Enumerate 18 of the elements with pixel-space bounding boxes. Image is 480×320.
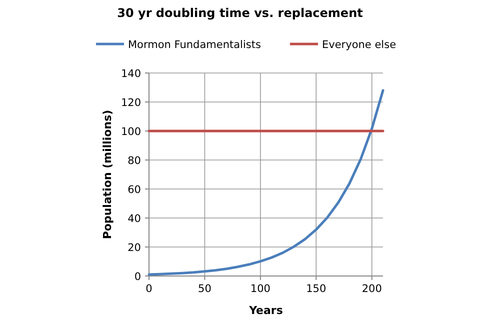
legend-label: Everyone else (322, 39, 396, 51)
y-tick-label: 120 (120, 97, 141, 109)
x-axis-title: Years (248, 304, 284, 317)
x-tick-label: 150 (306, 283, 326, 295)
x-tick-label: 100 (250, 283, 270, 295)
y-tick-label: 80 (128, 155, 141, 167)
y-tick-label: 60 (128, 184, 141, 196)
legend-label: Mormon Fundamentalists (128, 39, 261, 51)
x-tick-label: 50 (198, 283, 212, 295)
y-tick-label: 0 (134, 271, 141, 283)
y-tick-label: 140 (120, 68, 141, 80)
chart-title: 30 yr doubling time vs. replacement (117, 6, 364, 20)
y-tick-label: 100 (120, 126, 141, 138)
y-tick-label: 20 (128, 242, 141, 254)
x-tick-label: 200 (362, 283, 382, 295)
y-tick-label: 40 (128, 213, 141, 225)
x-tick-label: 0 (146, 283, 152, 295)
y-axis-title: Population (millions) (101, 110, 114, 240)
